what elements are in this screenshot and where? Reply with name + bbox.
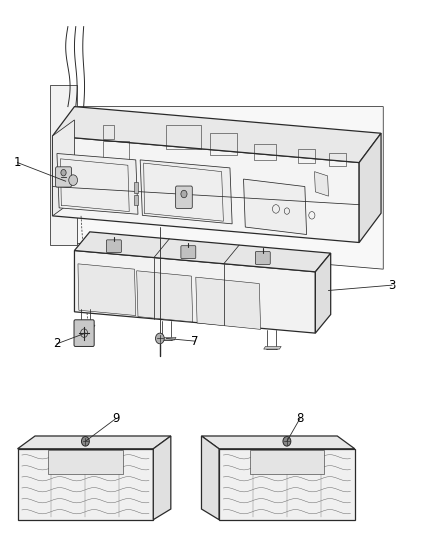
Polygon shape [18,449,153,520]
Bar [298,149,315,163]
Polygon shape [53,136,359,243]
Polygon shape [78,325,95,328]
Circle shape [81,437,89,446]
Polygon shape [137,271,193,322]
Polygon shape [201,436,355,449]
Bar [254,144,276,160]
Text: 3: 3 [389,279,396,292]
Circle shape [283,437,291,446]
FancyBboxPatch shape [176,186,192,208]
Polygon shape [53,120,74,216]
Polygon shape [250,450,324,474]
Polygon shape [48,450,123,474]
FancyBboxPatch shape [56,167,71,187]
Text: 7: 7 [191,335,199,348]
Polygon shape [153,436,171,520]
Bar [134,182,138,193]
Polygon shape [53,107,381,163]
Polygon shape [315,253,331,333]
Circle shape [181,190,187,198]
Polygon shape [314,172,328,196]
Text: 9: 9 [112,412,120,425]
FancyBboxPatch shape [106,240,121,253]
Polygon shape [359,133,381,243]
Polygon shape [140,160,232,224]
Text: 1: 1 [14,156,21,169]
Polygon shape [196,277,261,329]
Polygon shape [219,449,355,520]
FancyBboxPatch shape [181,246,196,259]
Circle shape [61,169,66,176]
Polygon shape [264,346,281,349]
Bar [103,141,129,160]
Circle shape [69,175,78,185]
Text: 2: 2 [53,337,61,350]
Bar [210,133,237,155]
Polygon shape [74,232,331,272]
Polygon shape [50,85,77,245]
Polygon shape [74,251,315,333]
Polygon shape [159,337,176,340]
Polygon shape [244,179,307,235]
Polygon shape [78,264,136,316]
Bar [103,125,114,139]
Text: 8: 8 [297,412,304,425]
Bar [134,195,138,205]
Bar [328,153,346,166]
FancyBboxPatch shape [255,252,270,264]
Bar [166,125,201,149]
Polygon shape [57,154,138,214]
Polygon shape [201,436,219,520]
Polygon shape [68,107,383,269]
FancyBboxPatch shape [74,320,94,346]
Polygon shape [18,436,171,449]
Circle shape [155,333,164,344]
